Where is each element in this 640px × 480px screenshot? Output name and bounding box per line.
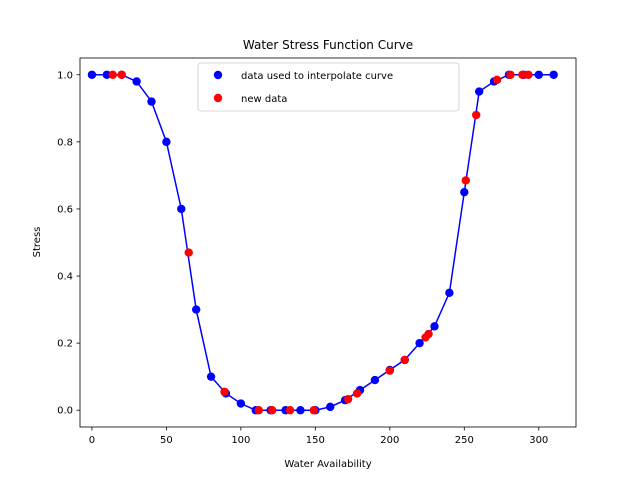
data-point-interp <box>206 372 216 381</box>
x-tick-label: 100 <box>231 435 250 446</box>
y-tick-label: 0.6 <box>57 204 73 215</box>
data-point-new <box>492 75 502 85</box>
data-point-new <box>117 70 126 79</box>
data-point-new <box>352 389 362 398</box>
data-point-interp <box>445 288 454 298</box>
x-tick-label: 300 <box>529 435 548 446</box>
data-point-new <box>518 70 527 79</box>
legend-box <box>197 62 460 112</box>
data-point-new <box>385 366 395 375</box>
x-tick-label: 200 <box>380 435 399 446</box>
data-point-interp <box>460 187 469 197</box>
data-point-interp <box>147 97 156 106</box>
data-point-interp <box>162 137 171 147</box>
data-point-interp <box>102 70 112 79</box>
data-point-new <box>285 406 295 415</box>
data-point-interp <box>132 77 141 86</box>
y-tick-label: 0.2 <box>57 339 73 350</box>
data-point-new <box>400 355 409 365</box>
data-point-interp <box>370 375 380 385</box>
data-point-interp <box>415 338 424 348</box>
y-axis-label: Stress <box>32 227 43 258</box>
y-tick-label: 0.0 <box>57 406 73 417</box>
axes-frame <box>79 57 577 428</box>
y-tick-label: 0.4 <box>57 272 73 283</box>
data-point-new <box>184 248 193 257</box>
data-point-new <box>254 406 263 415</box>
data-point-new <box>220 387 229 396</box>
data-point-new <box>267 406 277 415</box>
plot-area: 0 50 100 150 200 250 300 0.0 0.2 0.4 0.6 0.8 1.0 <box>57 57 577 446</box>
x-tick-label: 250 <box>455 435 474 446</box>
data-point-interp <box>534 70 543 79</box>
data-point-new <box>343 394 353 404</box>
data-point-interp <box>549 70 558 79</box>
legend-marker <box>213 93 223 103</box>
chart-title: Water Stress Function Curve <box>243 38 413 52</box>
data-point-new <box>309 406 319 415</box>
data-point-interp <box>296 406 305 415</box>
y-tick-label: 0.8 <box>57 137 73 148</box>
data-point-new <box>524 70 533 79</box>
x-tick-label: 50 <box>160 435 173 446</box>
data-point-interp <box>177 204 186 214</box>
series-line <box>91 74 554 411</box>
x-tick-label: 150 <box>306 435 325 446</box>
data-point-interp <box>474 87 484 96</box>
legend-label: data used to interpolate curve <box>241 71 393 82</box>
data-point-interp <box>191 305 201 314</box>
data-point-new <box>461 176 470 185</box>
data-point-new <box>506 70 515 79</box>
data-point-interp <box>236 399 246 408</box>
data-point-new <box>472 110 481 120</box>
data-point-new <box>424 329 433 339</box>
legend: data used to interpolate curve new data <box>197 62 460 112</box>
data-point-interp <box>430 322 439 331</box>
data-point-interp <box>87 70 97 79</box>
legend-marker <box>213 70 223 80</box>
x-tick-label: 0 <box>89 435 95 446</box>
data-point-new <box>108 70 117 79</box>
data-point-interp <box>326 402 335 412</box>
legend-label: new data <box>241 94 287 105</box>
y-tick-label: 1.0 <box>57 70 73 81</box>
x-axis-label: Water Availability <box>284 459 371 470</box>
